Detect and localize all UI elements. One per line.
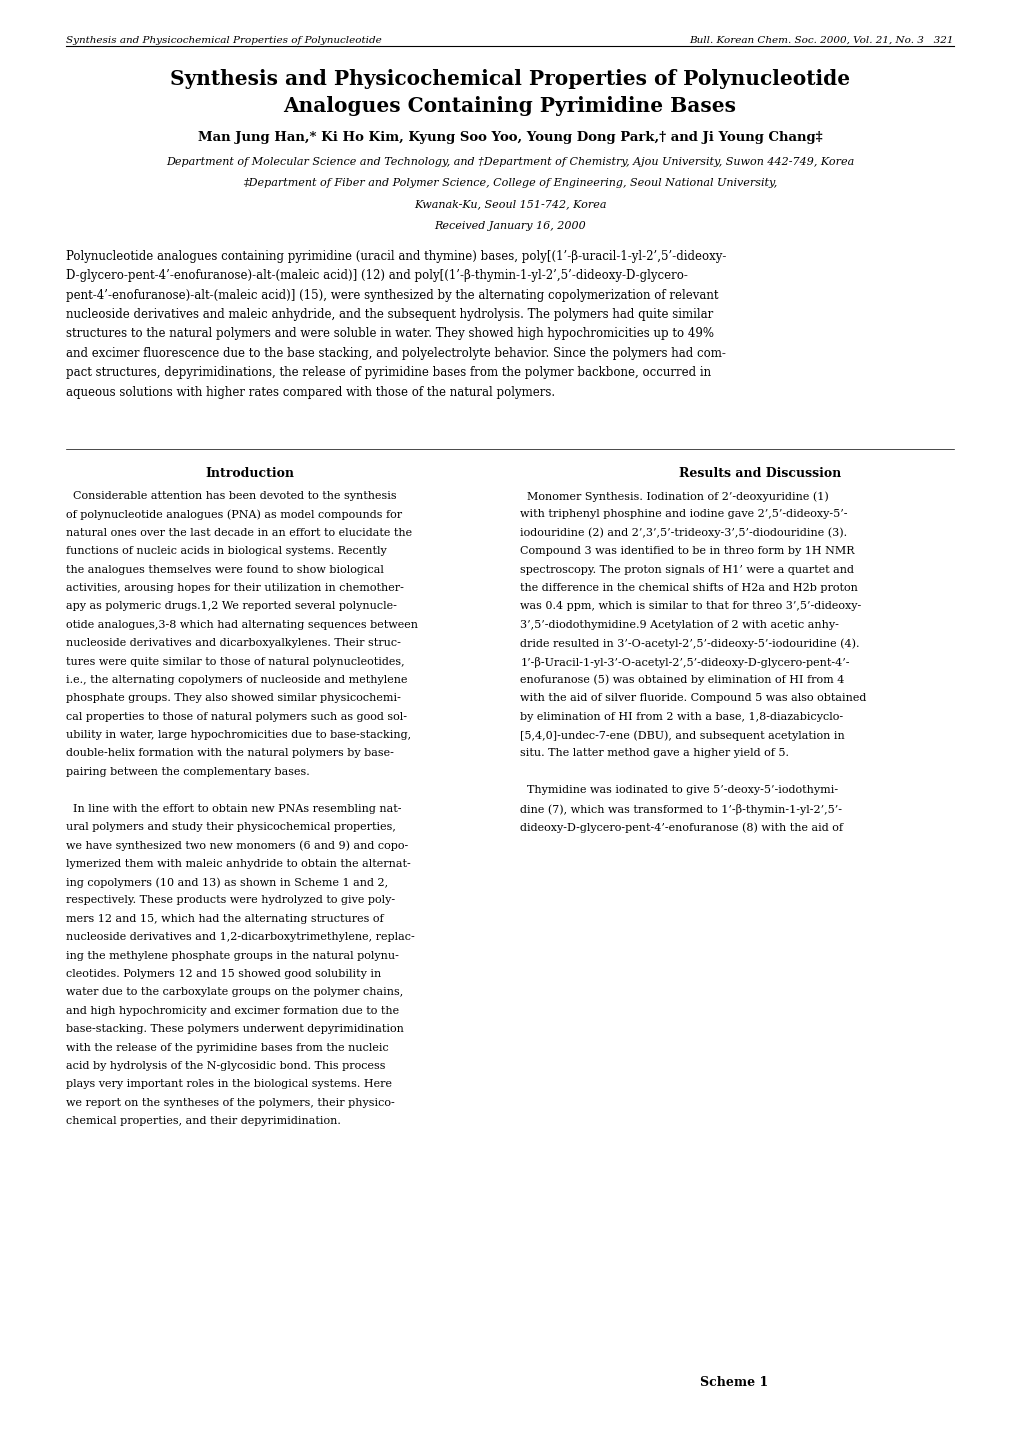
Text: respectively. These products were hydrolyzed to give poly-: respectively. These products were hydrol…: [66, 896, 395, 906]
Text: tures were quite similar to those of natural polynucleotides,: tures were quite similar to those of nat…: [66, 656, 405, 666]
Text: dideoxy-D-glycero-pent-4’-enofuranose (8) with the aid of: dideoxy-D-glycero-pent-4’-enofuranose (8…: [520, 821, 843, 833]
Text: apy as polymeric drugs.1,2 We reported several polynucle-: apy as polymeric drugs.1,2 We reported s…: [66, 602, 396, 612]
Text: [5,4,0]-undec-7-ene (DBU), and subsequent acetylation in: [5,4,0]-undec-7-ene (DBU), and subsequen…: [520, 729, 844, 741]
Text: double-helix formation with the natural polymers by base-: double-helix formation with the natural …: [66, 748, 393, 758]
Text: nucleoside derivatives and maleic anhydride, and the subsequent hydrolysis. The : nucleoside derivatives and maleic anhydr…: [66, 307, 713, 322]
Text: lymerized them with maleic anhydride to obtain the alternat-: lymerized them with maleic anhydride to …: [66, 859, 411, 869]
Text: ubility in water, large hypochromicities due to base-stacking,: ubility in water, large hypochromicities…: [66, 729, 411, 740]
Text: nucleoside derivatives and dicarboxyalkylenes. Their struc-: nucleoside derivatives and dicarboxyalky…: [66, 638, 400, 648]
Text: Compound 3 was identified to be in threo form by 1H NMR: Compound 3 was identified to be in threo…: [520, 546, 854, 556]
Text: Bull. Korean Chem. Soc. 2000, Vol. 21, No. 3   321: Bull. Korean Chem. Soc. 2000, Vol. 21, N…: [689, 36, 953, 45]
Text: plays very important roles in the biological systems. Here: plays very important roles in the biolog…: [66, 1080, 392, 1090]
Text: Synthesis and Physicochemical Properties of Polynucleotide: Synthesis and Physicochemical Properties…: [170, 69, 849, 89]
Text: of polynucleotide analogues (PNA) as model compounds for: of polynucleotide analogues (PNA) as mod…: [66, 510, 403, 520]
Text: phosphate groups. They also showed similar physicochemi-: phosphate groups. They also showed simil…: [66, 694, 400, 704]
Text: i.e., the alternating copolymers of nucleoside and methylene: i.e., the alternating copolymers of nucl…: [66, 675, 408, 685]
Text: base-stacking. These polymers underwent depyrimidination: base-stacking. These polymers underwent …: [66, 1024, 404, 1034]
Text: Results and Discussion: Results and Discussion: [678, 467, 841, 480]
Text: with the release of the pyrimidine bases from the nucleic: with the release of the pyrimidine bases…: [66, 1043, 388, 1053]
Text: acid by hydrolysis of the N-glycosidic bond. This process: acid by hydrolysis of the N-glycosidic b…: [66, 1061, 385, 1071]
Text: Synthesis and Physicochemical Properties of Polynucleotide: Synthesis and Physicochemical Properties…: [66, 36, 382, 45]
Text: activities, arousing hopes for their utilization in chemother-: activities, arousing hopes for their uti…: [66, 583, 404, 593]
Text: Man Jung Han,* Ki Ho Kim, Kyung Soo Yoo, Young Dong Park,† and Ji Young Chang‡: Man Jung Han,* Ki Ho Kim, Kyung Soo Yoo,…: [198, 131, 821, 144]
Text: with the aid of silver fluoride. Compound 5 was also obtained: with the aid of silver fluoride. Compoun…: [520, 694, 866, 704]
Text: aqueous solutions with higher rates compared with those of the natural polymers.: aqueous solutions with higher rates comp…: [66, 386, 555, 399]
Text: ing the methylene phosphate groups in the natural polynu-: ing the methylene phosphate groups in th…: [66, 951, 398, 961]
Text: with triphenyl phosphine and iodine gave 2’,5’-dideoxy-5’-: with triphenyl phosphine and iodine gave…: [520, 510, 847, 520]
Text: D-glycero-pent-4’-enofuranose)-alt-(maleic acid)] (12) and poly[(1’-β-thymin-1-y: D-glycero-pent-4’-enofuranose)-alt-(male…: [66, 270, 688, 283]
Text: Department of Molecular Science and Technology, and †Department of Chemistry, Aj: Department of Molecular Science and Tech…: [166, 157, 853, 167]
Text: ural polymers and study their physicochemical properties,: ural polymers and study their physicoche…: [66, 821, 395, 831]
Text: In line with the effort to obtain new PNAs resembling nat-: In line with the effort to obtain new PN…: [66, 804, 401, 814]
Text: cal properties to those of natural polymers such as good sol-: cal properties to those of natural polym…: [66, 712, 407, 722]
Text: mers 12 and 15, which had the alternating structures of: mers 12 and 15, which had the alternatin…: [66, 913, 383, 923]
Text: Monomer Synthesis. Iodination of 2’-deoxyuridine (1): Monomer Synthesis. Iodination of 2’-deox…: [520, 491, 828, 501]
Text: enofuranose (5) was obtained by elimination of HI from 4: enofuranose (5) was obtained by eliminat…: [520, 675, 844, 685]
Text: Received January 16, 2000: Received January 16, 2000: [434, 221, 585, 231]
Text: ing copolymers (10 and 13) as shown in Scheme 1 and 2,: ing copolymers (10 and 13) as shown in S…: [66, 877, 388, 887]
Text: spectroscopy. The proton signals of H1’ were a quartet and: spectroscopy. The proton signals of H1’ …: [520, 564, 853, 574]
Text: pact structures, depyrimidinations, the release of pyrimidine bases from the pol: pact structures, depyrimidinations, the …: [66, 366, 710, 379]
Text: structures to the natural polymers and were soluble in water. They showed high h: structures to the natural polymers and w…: [66, 327, 713, 340]
Text: Thymidine was iodinated to give 5’-deoxy-5’-iodothymi-: Thymidine was iodinated to give 5’-deoxy…: [520, 785, 838, 796]
Text: chemical properties, and their depyrimidination.: chemical properties, and their depyrimid…: [66, 1116, 340, 1126]
Text: iodouridine (2) and 2’,3’,5’-trideoxy-3’,5’-diodouridine (3).: iodouridine (2) and 2’,3’,5’-trideoxy-3’…: [520, 528, 847, 538]
Text: was 0.4 ppm, which is similar to that for threo 3’,5’-dideoxy-: was 0.4 ppm, which is similar to that fo…: [520, 602, 861, 612]
Text: dride resulted in 3’-O-acetyl-2’,5’-dideoxy-5’-iodouridine (4).: dride resulted in 3’-O-acetyl-2’,5’-dide…: [520, 638, 859, 649]
Text: Introduction: Introduction: [205, 467, 294, 480]
Text: pairing between the complementary bases.: pairing between the complementary bases.: [66, 767, 310, 777]
Text: and high hypochromicity and excimer formation due to the: and high hypochromicity and excimer form…: [66, 1005, 399, 1015]
Text: Considerable attention has been devoted to the synthesis: Considerable attention has been devoted …: [66, 491, 396, 501]
Text: we have synthesized two new monomers (6 and 9) and copo-: we have synthesized two new monomers (6 …: [66, 840, 409, 852]
Text: and excimer fluorescence due to the base stacking, and polyelectrolyte behavior.: and excimer fluorescence due to the base…: [66, 348, 726, 360]
Text: by elimination of HI from 2 with a base, 1,8-diazabicyclo-: by elimination of HI from 2 with a base,…: [520, 712, 843, 722]
Text: nucleoside derivatives and 1,2-dicarboxytrimethylene, replac-: nucleoside derivatives and 1,2-dicarboxy…: [66, 932, 415, 942]
Text: ‡Department of Fiber and Polymer Science, College of Engineering, Seoul National: ‡Department of Fiber and Polymer Science…: [243, 178, 776, 188]
Text: Scheme 1: Scheme 1: [700, 1376, 767, 1389]
Text: natural ones over the last decade in an effort to elucidate the: natural ones over the last decade in an …: [66, 528, 412, 538]
Text: dine (7), which was transformed to 1’-β-thymin-1-yl-2’,5’-: dine (7), which was transformed to 1’-β-…: [520, 804, 842, 814]
Text: the analogues themselves were found to show biological: the analogues themselves were found to s…: [66, 564, 384, 574]
Text: we report on the syntheses of the polymers, their physico-: we report on the syntheses of the polyme…: [66, 1097, 394, 1107]
Text: cleotides. Polymers 12 and 15 showed good solubility in: cleotides. Polymers 12 and 15 showed goo…: [66, 969, 381, 979]
Text: 3’,5’-diodothymidine.9 Acetylation of 2 with acetic anhy-: 3’,5’-diodothymidine.9 Acetylation of 2 …: [520, 620, 839, 630]
Text: situ. The latter method gave a higher yield of 5.: situ. The latter method gave a higher yi…: [520, 748, 789, 758]
Text: Analogues Containing Pyrimidine Bases: Analogues Containing Pyrimidine Bases: [283, 96, 736, 116]
Text: pent-4’-enofuranose)-alt-(maleic acid)] (15), were synthesized by the alternatin: pent-4’-enofuranose)-alt-(maleic acid)] …: [66, 289, 718, 302]
Text: otide analogues,3-8 which had alternating sequences between: otide analogues,3-8 which had alternatin…: [66, 620, 418, 630]
Text: Polynucleotide analogues containing pyrimidine (uracil and thymine) bases, poly[: Polynucleotide analogues containing pyri…: [66, 250, 726, 263]
Text: 1’-β-Uracil-1-yl-3’-O-acetyl-2’,5’-dideoxy-D-glycero-pent-4’-: 1’-β-Uracil-1-yl-3’-O-acetyl-2’,5’-dideo…: [520, 656, 849, 668]
Text: functions of nucleic acids in biological systems. Recently: functions of nucleic acids in biological…: [66, 546, 386, 556]
Text: the difference in the chemical shifts of H2a and H2b proton: the difference in the chemical shifts of…: [520, 583, 857, 593]
Text: Kwanak-Ku, Seoul 151-742, Korea: Kwanak-Ku, Seoul 151-742, Korea: [414, 200, 605, 210]
Text: water due to the carboxylate groups on the polymer chains,: water due to the carboxylate groups on t…: [66, 988, 404, 998]
